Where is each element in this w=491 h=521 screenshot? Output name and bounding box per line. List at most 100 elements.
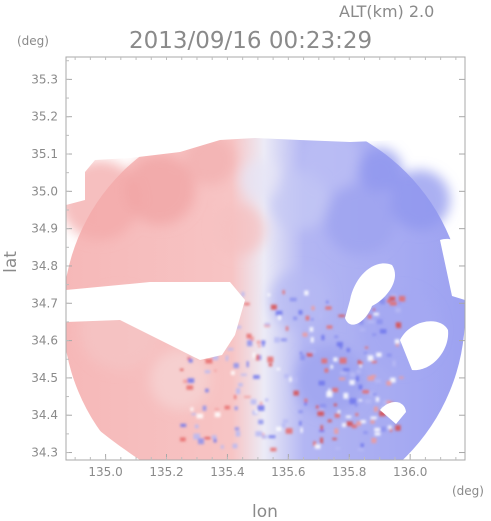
- echo-speckle: [285, 326, 289, 331]
- echo-speckle: [357, 360, 361, 365]
- echo-speckle: [395, 343, 399, 347]
- echo-speckle: [309, 350, 316, 354]
- echo-speckle: [371, 360, 377, 364]
- echo-speckle: [270, 447, 277, 452]
- echo-speckle: [257, 405, 265, 411]
- y-axis-title: lat: [1, 251, 21, 273]
- echo-speckle: [327, 419, 332, 423]
- radar-echo-field: [66, 57, 465, 460]
- echo-speckle: [244, 395, 251, 398]
- echo-speckle: [211, 435, 217, 440]
- echo-speckle: [293, 390, 299, 396]
- echo-speckle: [320, 437, 324, 444]
- echo-speckle: [317, 410, 324, 416]
- echo-speckle: [334, 428, 339, 435]
- echo-speckle: [372, 333, 377, 337]
- echo-speckle: [214, 369, 217, 372]
- echo-speckle: [369, 391, 375, 397]
- echo-speckle: [371, 437, 377, 444]
- echo-speckle: [319, 313, 322, 319]
- echo-speckle: [363, 351, 368, 354]
- echo-speckle: [190, 407, 194, 412]
- echo-speckle: [373, 312, 379, 316]
- echo-speckle: [267, 356, 274, 363]
- echo-speckle: [236, 388, 241, 395]
- echo-speckle: [371, 374, 377, 378]
- echo-speckle: [257, 345, 261, 348]
- x-axis-unit: (deg): [452, 484, 484, 498]
- y-tick-label: 34.7: [31, 296, 58, 310]
- echo-speckle: [399, 376, 404, 379]
- echo-speckle: [205, 358, 213, 364]
- echo-speckle: [396, 322, 402, 329]
- echo-speckle: [234, 394, 237, 400]
- echo-speckle: [367, 314, 372, 319]
- echo-speckle: [230, 370, 235, 376]
- echo-speckle: [300, 427, 303, 433]
- y-tick-label: 35.2: [31, 110, 58, 124]
- altitude-label: ALT(km) 2.0: [339, 2, 434, 21]
- echo-speckle: [334, 335, 339, 339]
- echo-speckle: [304, 398, 308, 403]
- echo-speckle: [318, 380, 325, 386]
- echo-speckle: [205, 388, 209, 393]
- echo-speckle: [374, 432, 381, 436]
- echo-speckle: [300, 354, 306, 361]
- echo-speckle: [234, 427, 240, 431]
- echo-speckle: [290, 376, 298, 383]
- echo-speckle: [188, 358, 193, 363]
- echo-speckle: [235, 325, 242, 329]
- echo-speckle: [186, 385, 194, 390]
- echo-patch: [325, 185, 395, 255]
- echo-speckle: [276, 367, 281, 371]
- echo-speckle: [319, 403, 327, 409]
- echo-speckle: [298, 310, 303, 315]
- echo-speckle: [351, 424, 357, 429]
- x-tick-label: 135.0: [88, 465, 122, 479]
- echo-speckle: [359, 328, 366, 331]
- gap-east-edge: [440, 238, 465, 300]
- echo-speckle: [310, 318, 314, 321]
- echo-patch: [125, 155, 195, 225]
- echo-speckle: [328, 388, 331, 394]
- echo-speckle: [274, 337, 280, 343]
- echo-speckle: [268, 363, 273, 367]
- echo-speckle: [349, 372, 356, 378]
- echo-speckle: [321, 358, 328, 364]
- echo-speckle: [214, 412, 221, 418]
- echo-speckle: [255, 431, 263, 437]
- echo-speckle: [255, 354, 260, 361]
- echo-speckle: [367, 376, 375, 381]
- echo-speckle: [238, 383, 243, 387]
- echo-speckle: [345, 415, 352, 419]
- echo-speckle: [304, 290, 309, 296]
- echo-speckle: [285, 428, 293, 434]
- echo-speckle: [379, 298, 386, 304]
- echo-speckle: [359, 364, 362, 368]
- echo-speckle: [339, 371, 345, 375]
- echo-speckle: [387, 425, 392, 430]
- echo-patch: [240, 160, 280, 200]
- echo-speckle: [270, 304, 277, 310]
- echo-speckle: [389, 428, 393, 432]
- echo-speckle: [390, 377, 396, 383]
- y-tick-label: 34.9: [31, 222, 58, 236]
- echo-speckle: [319, 429, 325, 433]
- gap-sw-corner: [66, 400, 140, 460]
- echo-speckle: [194, 424, 199, 429]
- echo-speckle: [343, 392, 349, 399]
- x-axis-title: lon: [252, 502, 278, 521]
- echo-speckle: [280, 338, 287, 342]
- echo-speckle: [355, 376, 359, 382]
- echo-speckle: [234, 406, 238, 411]
- echo-speckle: [299, 421, 302, 426]
- echo-speckle: [324, 368, 329, 373]
- echo-patch: [150, 350, 210, 410]
- echo-speckle: [326, 300, 329, 304]
- echo-speckle: [267, 293, 271, 297]
- echo-speckle: [298, 410, 303, 414]
- echo-speckle: [246, 361, 249, 368]
- echo-speckle: [336, 341, 343, 347]
- echo-speckle: [259, 401, 263, 406]
- echo-speckle: [373, 308, 376, 312]
